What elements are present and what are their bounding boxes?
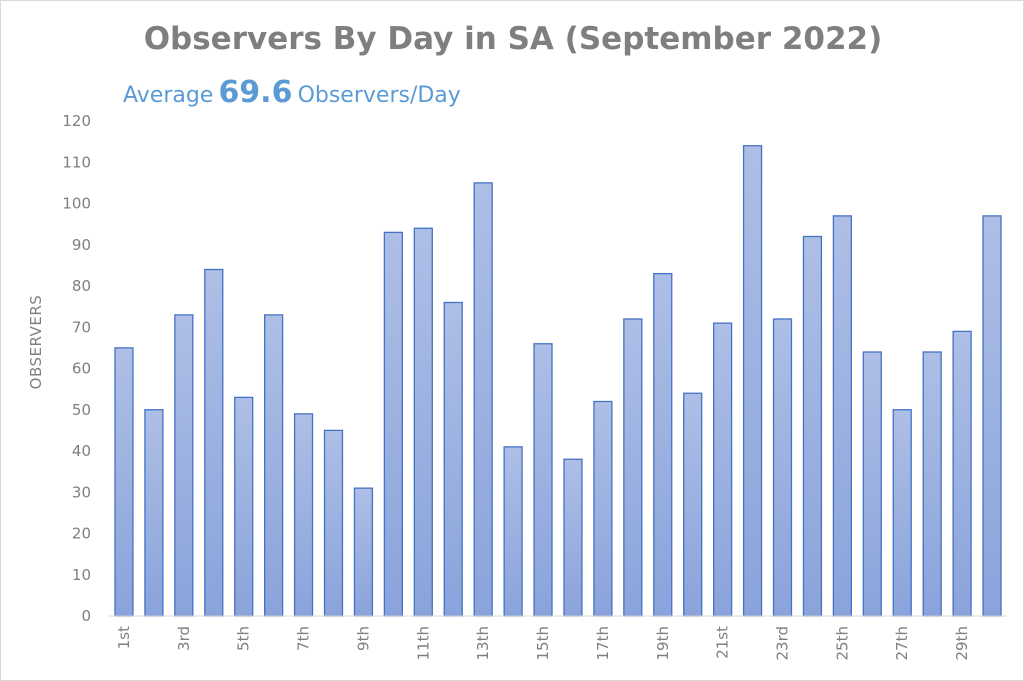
y-tick-label: 110 — [62, 153, 91, 171]
bar-4th — [204, 268, 224, 617]
subtitle-prefix: Average — [123, 83, 214, 108]
x-tick-label: 19th — [654, 626, 672, 660]
x-tick-label: 27th — [893, 626, 911, 660]
y-tick-label: 50 — [72, 401, 91, 419]
y-tick-label: 70 — [72, 318, 91, 336]
x-tick-label: 3rd — [175, 626, 193, 651]
bar-13th — [473, 182, 493, 617]
subtitle-suffix: Observers/Day — [297, 83, 461, 108]
bar-26th — [862, 351, 882, 617]
y-tick-label: 60 — [72, 360, 91, 378]
bar-30th — [982, 215, 1002, 617]
x-tick-label: 1st — [115, 626, 133, 649]
x-tick-label: 11th — [414, 626, 432, 660]
x-tick-label: 13th — [474, 626, 492, 660]
bar-5th — [234, 396, 254, 617]
x-tick-label: 15th — [534, 626, 552, 660]
bar-2nd — [144, 409, 164, 617]
y-tick-label: 10 — [72, 566, 91, 584]
bar-series — [114, 145, 1002, 617]
bar-15th — [533, 343, 553, 617]
x-axis-tick-labels: 1st 3rd 5th 7th 9th 11th 13th 15th 17th 19th 21st 2… — [115, 626, 971, 661]
bar-27th — [892, 409, 912, 617]
bar-7th — [293, 413, 314, 617]
x-tick-label: 21st — [714, 626, 732, 659]
y-tick-label: 0 — [81, 607, 91, 625]
y-tick-label: 120 — [62, 112, 91, 130]
bar-29th — [952, 330, 972, 617]
chart-title: Observers By Day in SA (September 2022) — [143, 21, 883, 57]
bar-1st — [114, 347, 134, 617]
bar-24th — [802, 235, 823, 617]
x-tick-label: 23rd — [774, 626, 792, 661]
bar-16th — [563, 458, 583, 617]
bar-23rd — [772, 318, 793, 617]
subtitle-average-value: 69.6 — [218, 75, 293, 110]
y-axis-title: OBSERVERS — [27, 295, 45, 390]
bar-17th — [593, 400, 613, 617]
bar-18th — [623, 318, 643, 617]
bar-3rd — [174, 314, 194, 617]
bar-14th — [503, 446, 523, 617]
y-tick-label: 90 — [72, 236, 91, 254]
x-tick-label: 7th — [295, 626, 313, 651]
y-tick-label: 80 — [72, 277, 91, 295]
bar-8th — [323, 429, 344, 617]
y-tick-label: 30 — [72, 483, 91, 501]
bar-12th — [443, 301, 463, 617]
bar-9th — [353, 487, 374, 617]
x-tick-label: 9th — [354, 626, 372, 651]
x-tick-label: 25th — [833, 626, 851, 660]
chart-subtitle: Average 69.6 Observers/Day — [123, 75, 461, 110]
bar-10th — [383, 231, 404, 617]
x-tick-label: 17th — [594, 626, 612, 660]
x-tick-label: 29th — [953, 626, 971, 660]
bar-25th — [832, 215, 853, 617]
bar-28th — [922, 351, 942, 617]
y-axis-tick-labels: 0 10 20 30 40 50 60 70 80 90 100 110 120 — [62, 112, 91, 625]
bar-20th — [683, 392, 703, 617]
bar-11th — [413, 227, 433, 617]
y-tick-label: 20 — [72, 525, 91, 543]
y-tick-label: 40 — [72, 442, 91, 460]
bar-19th — [653, 272, 673, 617]
bar-21st — [713, 322, 733, 617]
x-tick-label: 5th — [235, 626, 253, 651]
bar-22nd — [742, 145, 763, 617]
y-tick-label: 100 — [62, 195, 91, 213]
bar-6th — [263, 314, 284, 617]
